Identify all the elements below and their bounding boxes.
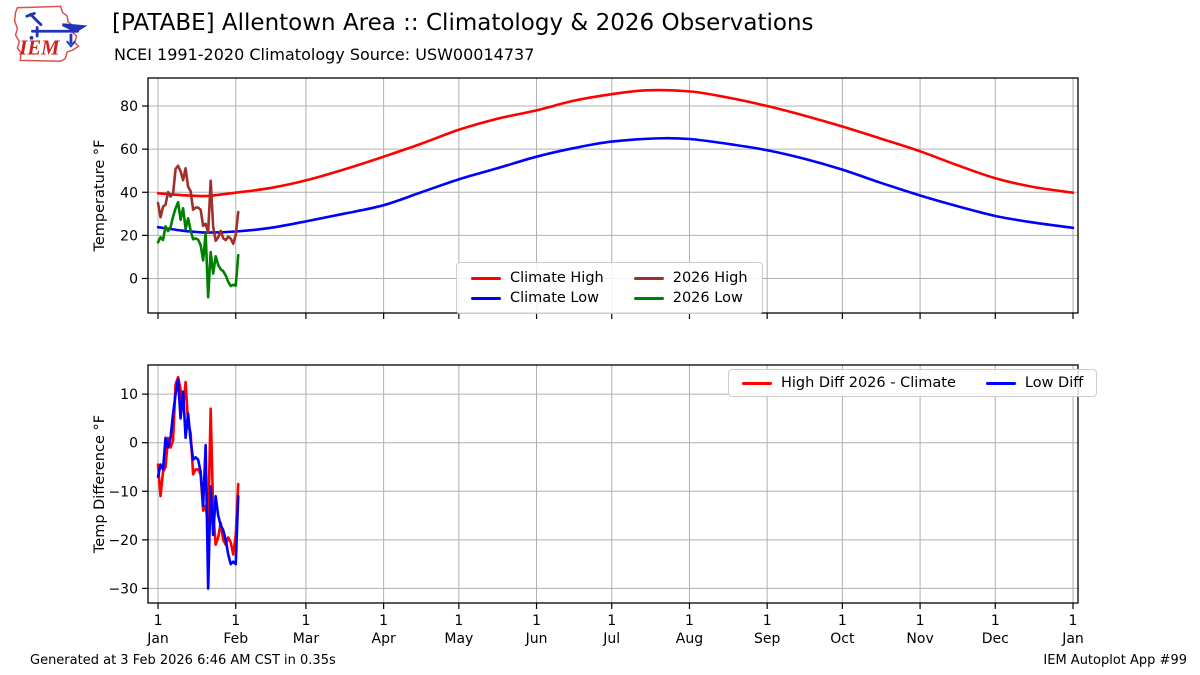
legend-label: Climate High: [510, 270, 604, 286]
svg-text:Jul: Jul: [602, 631, 620, 647]
y-axis-label: Temp Difference °F: [92, 415, 108, 554]
legend-item-climate-low: Climate Low: [471, 290, 604, 306]
logo-text: IEM: [18, 38, 60, 60]
svg-text:0: 0: [129, 272, 138, 288]
obs-low-line-icon: [633, 296, 664, 300]
axis-tick-labels: 0 20 40 60 80: [120, 99, 138, 287]
svg-text:1: 1: [154, 613, 163, 629]
svg-text:Apr: Apr: [372, 631, 396, 647]
series-2026-high: [156, 164, 240, 246]
svg-text:1: 1: [532, 613, 541, 629]
temperature-legend: Climate High Climate Low 2026 High 2026 …: [456, 262, 763, 314]
svg-text:Sep: Sep: [754, 631, 781, 647]
climate-high-line-icon: [471, 276, 501, 280]
svg-text:May: May: [444, 631, 473, 647]
svg-text:1: 1: [991, 613, 1000, 629]
svg-text:Nov: Nov: [906, 631, 933, 647]
axis-ticks: [142, 393, 1074, 609]
svg-text:40: 40: [120, 185, 138, 201]
svg-text:Feb: Feb: [223, 631, 248, 647]
y-axis-label: Temperature °F: [92, 139, 108, 252]
iowa-outline-icon: [13, 5, 80, 63]
svg-text:1: 1: [231, 613, 240, 629]
obs-high-line-icon: [633, 276, 664, 280]
legend-label: Climate Low: [510, 290, 599, 306]
legend-item-2026-high: 2026 High: [633, 270, 748, 286]
weather-vane-icon: [25, 11, 88, 48]
legend-label: Low Diff: [1024, 375, 1084, 391]
svg-text:1: 1: [763, 613, 772, 629]
svg-text:Jan: Jan: [1061, 631, 1084, 647]
svg-text:Mar: Mar: [293, 631, 320, 647]
series-2026-low: [156, 200, 240, 299]
series-climate-high: [156, 88, 1075, 198]
svg-text:Dec: Dec: [982, 631, 1009, 647]
svg-text:20: 20: [120, 228, 138, 244]
legend-label: High Diff 2026 - Climate: [781, 375, 956, 391]
page-subtitle: NCEI 1991-2020 Climatology Source: USW00…: [114, 45, 535, 64]
svg-text:Jun: Jun: [525, 631, 548, 647]
svg-text:1: 1: [454, 613, 463, 629]
svg-text:10: 10: [120, 387, 138, 403]
high-diff-line-icon: [742, 381, 772, 385]
plot-border: [147, 364, 1079, 604]
gridlines: [148, 365, 1078, 603]
series-climate-low: [156, 136, 1075, 234]
series-group: [156, 375, 240, 590]
legend-item-2026-low: 2026 Low: [633, 290, 748, 306]
climate-low-line-icon: [471, 296, 501, 300]
legend-label: 2026 High: [672, 270, 748, 286]
svg-text:Oct: Oct: [830, 631, 855, 647]
temperature-chart: 0 20 40 60 80 Temperature °F: [92, 77, 1079, 319]
svg-text:−20: −20: [108, 533, 138, 549]
app-credit: IEM Autoplot App #99: [1043, 653, 1187, 668]
svg-text:60: 60: [120, 142, 138, 158]
svg-text:1: 1: [379, 613, 388, 629]
svg-text:Jan: Jan: [146, 631, 169, 647]
legend-label: 2026 Low: [672, 290, 743, 306]
svg-text:−10: −10: [108, 484, 138, 500]
difference-chart: −30 −20 −10 0 10 1 Jan 1 Feb 1 Mar 1 Apr 1 May 1 Jun 1 Jul…: [92, 364, 1084, 647]
legend-item-low-diff: Low Diff: [985, 375, 1084, 391]
svg-text:1: 1: [607, 613, 616, 629]
svg-text:1: 1: [838, 613, 847, 629]
legend-item-high-diff: High Diff 2026 - Climate: [742, 375, 956, 391]
svg-text:1: 1: [916, 613, 925, 629]
series-group: [156, 88, 1075, 299]
page-title: [PATABE] Allentown Area :: Climatology &…: [112, 10, 814, 36]
svg-text:Aug: Aug: [676, 631, 703, 647]
legend-item-climate-high: Climate High: [471, 270, 604, 286]
difference-legend: High Diff 2026 - Climate Low Diff: [728, 369, 1098, 397]
svg-text:0: 0: [129, 436, 138, 452]
generated-timestamp: Generated at 3 Feb 2026 6:46 AM CST in 0…: [30, 653, 336, 668]
series-high-diff-2026-climate: [156, 375, 240, 556]
svg-text:1: 1: [685, 613, 694, 629]
axis-ticks: [142, 105, 1074, 319]
svg-text:1: 1: [301, 613, 310, 629]
low-diff-line-icon: [985, 381, 1016, 385]
svg-text:1: 1: [1069, 613, 1078, 629]
axis-tick-labels: −30 −20 −10 0 10 1 Jan 1 Feb 1 Mar 1 Apr 1 May 1 Jun 1 Jul…: [108, 387, 1083, 647]
iem-logo: IEM: [13, 5, 88, 63]
svg-text:−30: −30: [108, 581, 138, 597]
series-low-diff: [156, 378, 240, 590]
svg-text:80: 80: [120, 99, 138, 115]
